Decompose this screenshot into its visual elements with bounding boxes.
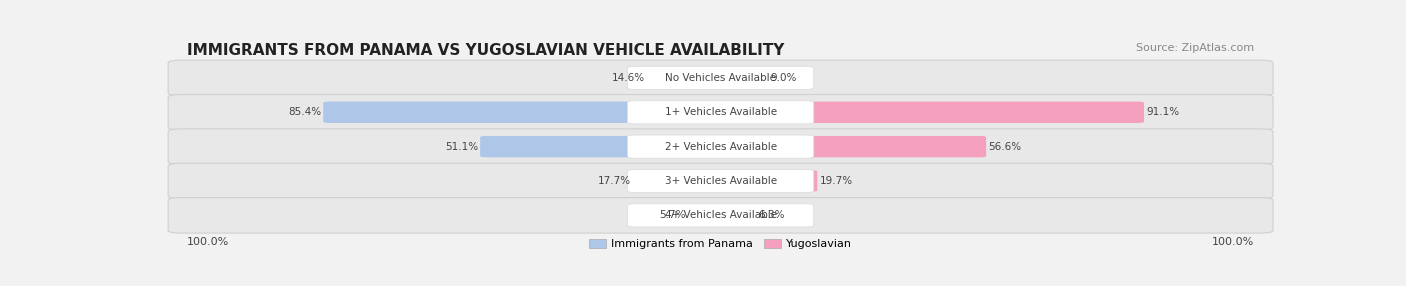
Text: 14.6%: 14.6% [612, 73, 645, 83]
Text: 1+ Vehicles Available: 1+ Vehicles Available [665, 107, 776, 117]
FancyBboxPatch shape [647, 67, 727, 89]
Text: 6.3%: 6.3% [758, 210, 785, 220]
FancyBboxPatch shape [169, 94, 1272, 130]
FancyBboxPatch shape [633, 170, 727, 192]
FancyBboxPatch shape [688, 205, 727, 226]
FancyBboxPatch shape [627, 135, 814, 158]
Text: 19.7%: 19.7% [820, 176, 852, 186]
FancyBboxPatch shape [714, 170, 817, 192]
FancyBboxPatch shape [169, 60, 1272, 96]
FancyBboxPatch shape [714, 67, 768, 89]
FancyBboxPatch shape [169, 198, 1272, 233]
FancyBboxPatch shape [627, 169, 814, 192]
Text: 100.0%: 100.0% [1212, 237, 1254, 247]
Text: 17.7%: 17.7% [598, 176, 631, 186]
Text: 3+ Vehicles Available: 3+ Vehicles Available [665, 176, 776, 186]
FancyBboxPatch shape [481, 136, 727, 157]
FancyBboxPatch shape [169, 163, 1272, 199]
Text: IMMIGRANTS FROM PANAMA VS YUGOSLAVIAN VEHICLE AVAILABILITY: IMMIGRANTS FROM PANAMA VS YUGOSLAVIAN VE… [187, 43, 785, 58]
FancyBboxPatch shape [323, 102, 727, 123]
Text: 4+ Vehicles Available: 4+ Vehicles Available [665, 210, 776, 220]
FancyBboxPatch shape [627, 204, 814, 227]
Text: 9.0%: 9.0% [770, 73, 797, 83]
Legend: Immigrants from Panama, Yugoslavian: Immigrants from Panama, Yugoslavian [589, 239, 852, 249]
FancyBboxPatch shape [714, 102, 1144, 123]
Text: 51.1%: 51.1% [444, 142, 478, 152]
FancyBboxPatch shape [714, 136, 986, 157]
FancyBboxPatch shape [627, 66, 814, 90]
Text: 5.7%: 5.7% [659, 210, 686, 220]
Text: No Vehicles Available: No Vehicles Available [665, 73, 776, 83]
Text: 85.4%: 85.4% [288, 107, 321, 117]
Text: 100.0%: 100.0% [187, 237, 229, 247]
FancyBboxPatch shape [714, 205, 756, 226]
Text: 2+ Vehicles Available: 2+ Vehicles Available [665, 142, 776, 152]
Text: 56.6%: 56.6% [988, 142, 1021, 152]
Text: Source: ZipAtlas.com: Source: ZipAtlas.com [1136, 43, 1254, 53]
FancyBboxPatch shape [169, 129, 1272, 164]
Text: 91.1%: 91.1% [1146, 107, 1180, 117]
FancyBboxPatch shape [627, 101, 814, 124]
